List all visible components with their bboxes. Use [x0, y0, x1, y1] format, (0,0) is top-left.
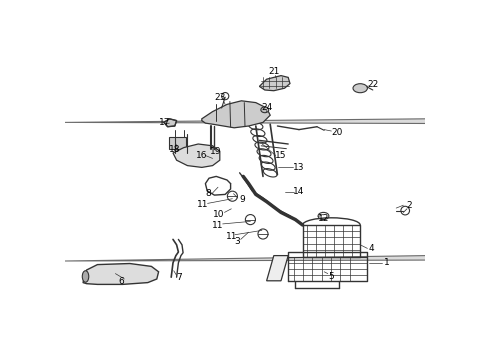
Text: 14: 14 [294, 187, 305, 196]
Polygon shape [83, 264, 159, 284]
Text: 17: 17 [159, 118, 171, 127]
Polygon shape [173, 144, 220, 167]
Text: 13: 13 [293, 163, 304, 172]
Polygon shape [164, 119, 176, 127]
Text: 12: 12 [318, 215, 329, 223]
Polygon shape [65, 119, 490, 127]
Text: 2: 2 [406, 201, 412, 210]
Text: 9: 9 [239, 194, 245, 204]
Text: 11: 11 [225, 233, 237, 242]
Text: 15: 15 [275, 151, 287, 160]
Bar [170, 137, 186, 149]
Polygon shape [202, 101, 270, 128]
Polygon shape [259, 76, 290, 91]
Text: 16: 16 [196, 151, 208, 160]
Polygon shape [65, 248, 490, 261]
Text: 21: 21 [269, 67, 280, 76]
Text: 18: 18 [169, 145, 180, 154]
Text: 4: 4 [368, 244, 374, 253]
Text: 19: 19 [210, 148, 222, 157]
Ellipse shape [261, 107, 269, 113]
Polygon shape [267, 256, 288, 281]
Ellipse shape [353, 84, 368, 93]
Text: 24: 24 [262, 103, 273, 112]
Ellipse shape [82, 271, 89, 282]
Text: 3: 3 [234, 237, 240, 246]
Text: 23: 23 [215, 94, 226, 103]
Text: 22: 22 [367, 80, 378, 89]
Text: 20: 20 [331, 128, 343, 137]
Text: 7: 7 [176, 274, 182, 282]
Text: 8: 8 [205, 189, 211, 198]
Text: 5: 5 [328, 272, 334, 281]
Text: 10: 10 [213, 210, 225, 219]
Text: 1: 1 [384, 258, 390, 267]
Text: 6: 6 [118, 277, 123, 286]
Text: 11: 11 [197, 200, 208, 209]
Text: 11: 11 [212, 220, 224, 230]
